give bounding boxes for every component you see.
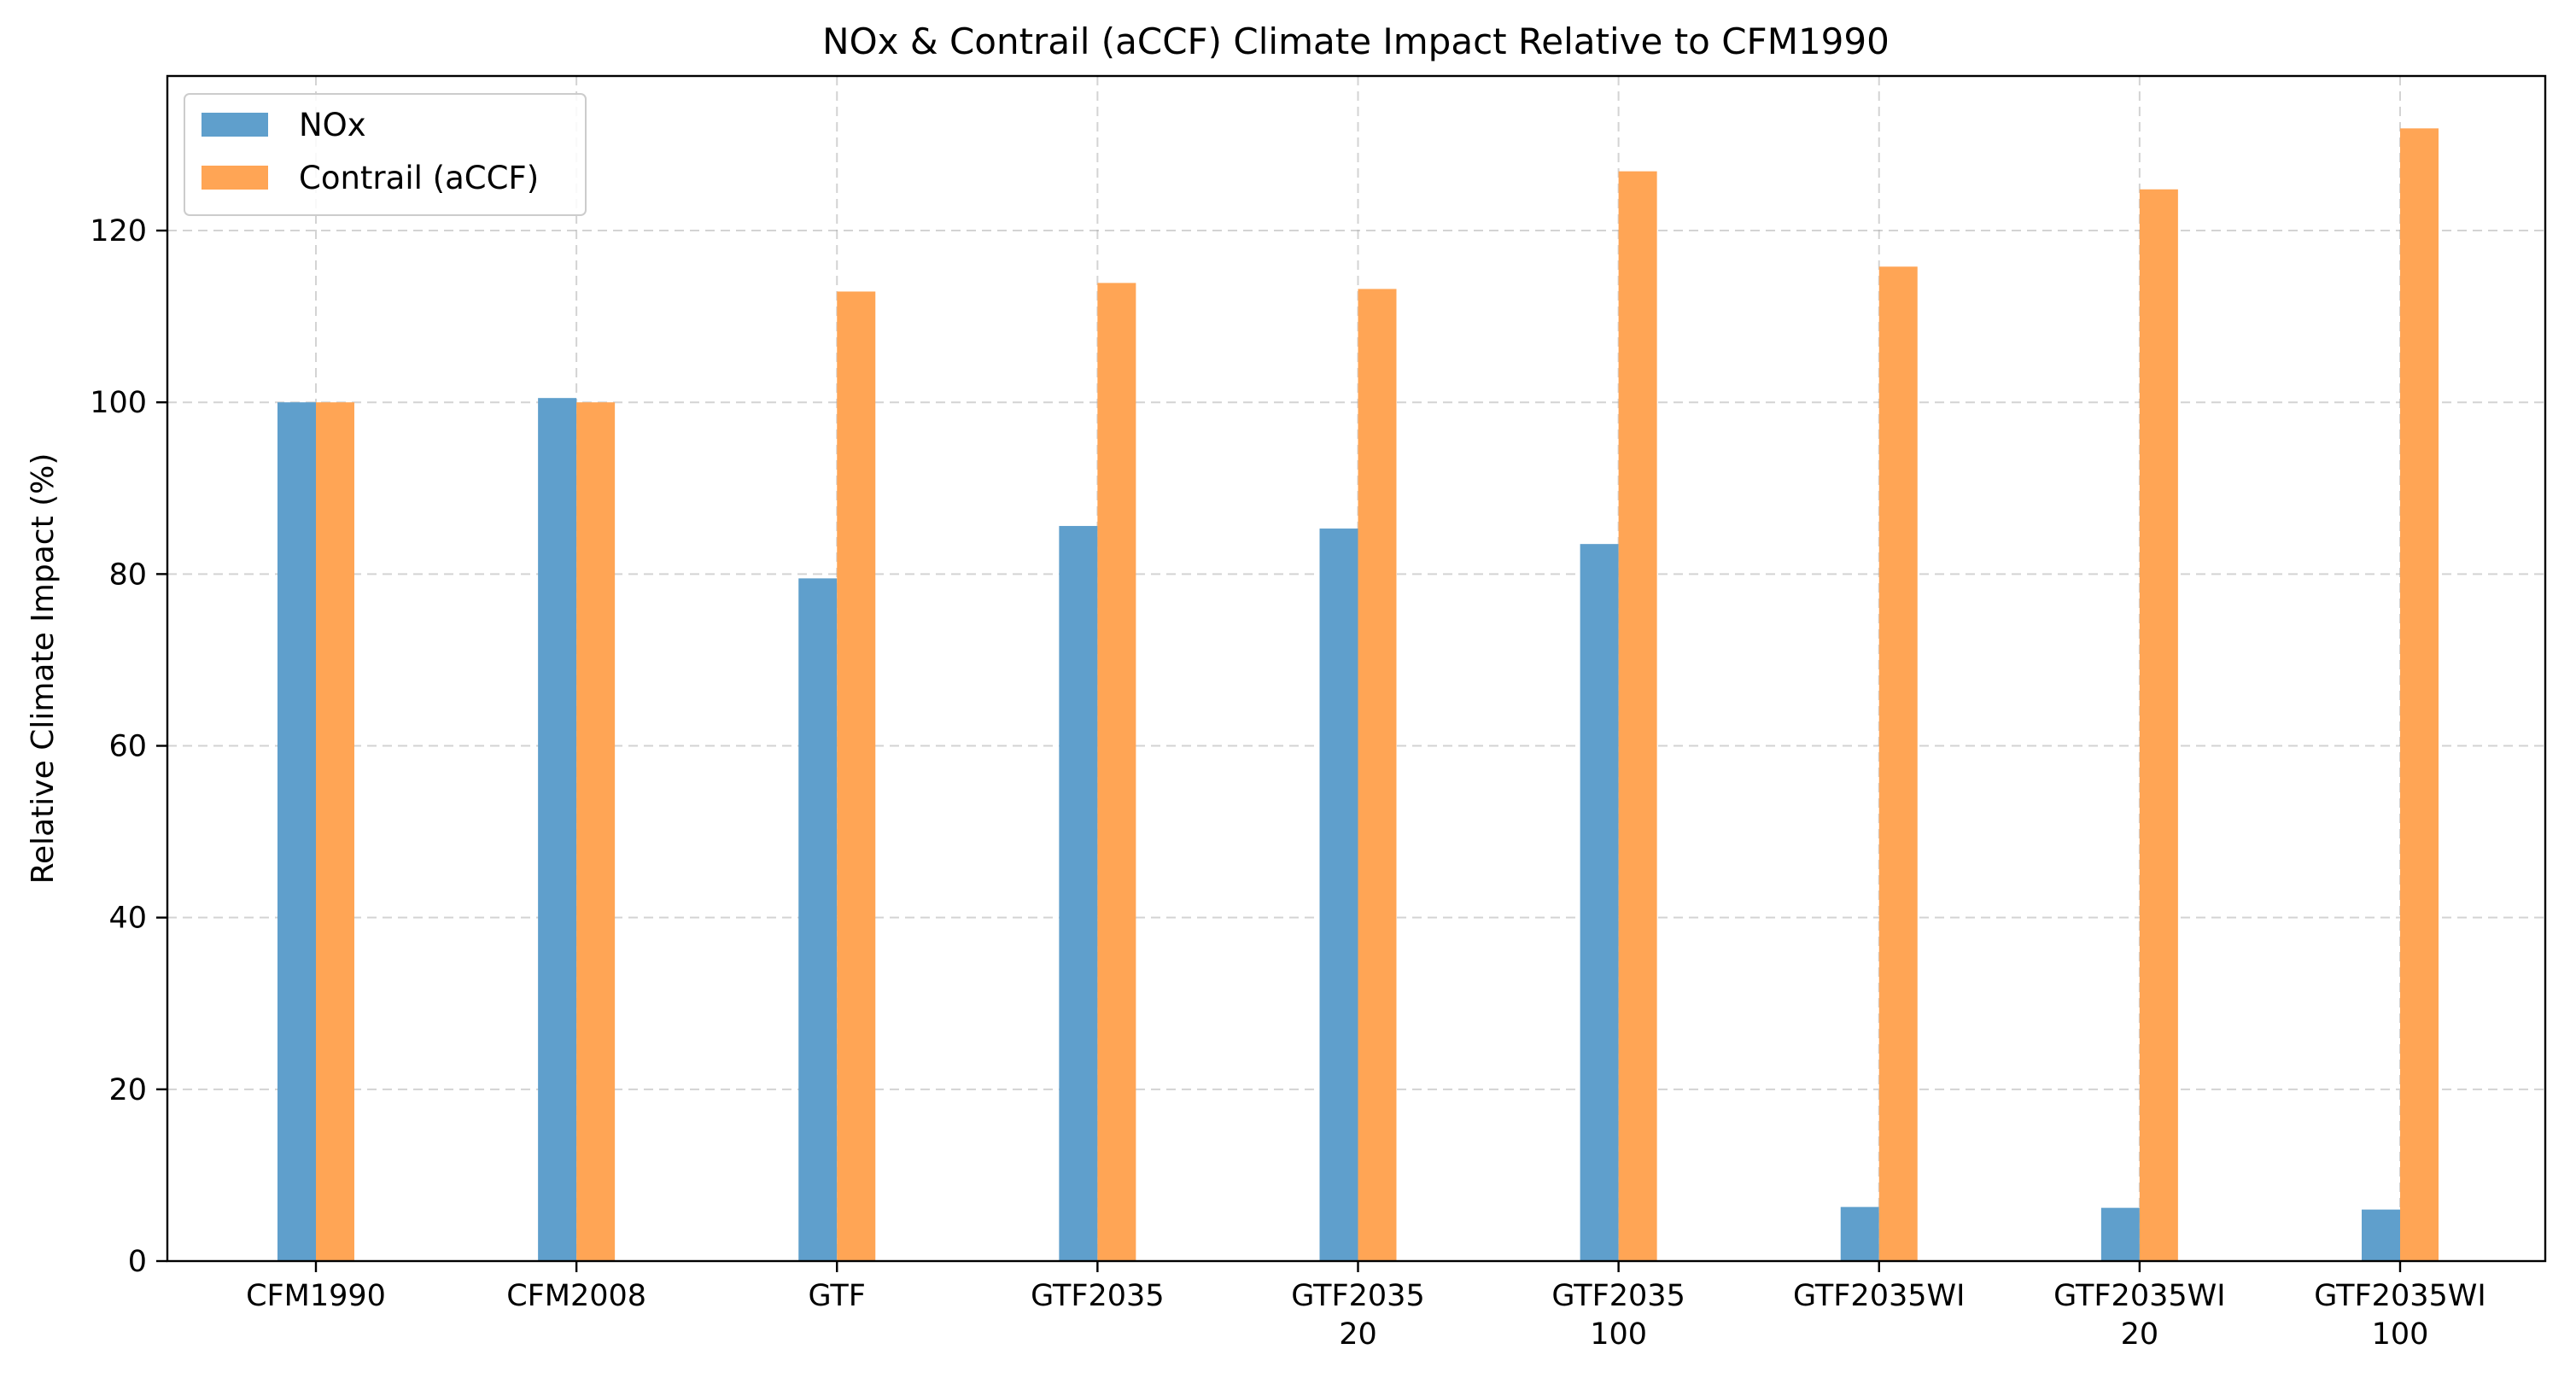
y-tick-label: 0 (128, 1245, 147, 1279)
y-tick-label: 120 (90, 214, 147, 248)
plot-frame (166, 74, 2547, 1263)
bar-nox (1580, 544, 1619, 1261)
bar-contrail (2400, 128, 2439, 1261)
legend: NOx Contrail (aCCF) (184, 93, 587, 216)
bar-contrail (1618, 171, 1657, 1262)
legend-swatch-nox (202, 113, 268, 137)
y-tick-label: 60 (108, 730, 147, 764)
y-tick-label: 80 (108, 558, 147, 592)
bar-contrail (837, 291, 876, 1261)
bars-layer (277, 128, 2439, 1262)
bar-contrail (1878, 266, 1918, 1261)
bar-contrail (2139, 189, 2178, 1261)
y-tick-label: 100 (90, 386, 147, 420)
bar-nox (538, 398, 577, 1261)
x-tick-label: GTF2035 (1031, 1279, 1164, 1313)
bar-nox (2362, 1209, 2400, 1261)
legend-label-nox: NOx (299, 107, 366, 143)
bar-contrail (1358, 289, 1397, 1261)
bar-nox (2100, 1207, 2140, 1261)
bar-nox (1319, 529, 1358, 1261)
legend-box (184, 93, 587, 216)
legend-label-contrail: Contrail (aCCF) (299, 160, 539, 196)
ticks-layer: 0 20 40 60 80 100 120 CFM1990 CFM2008 GTF GTF2035 G… (90, 214, 2486, 1352)
x-tick-label: GTF2035WI (1793, 1279, 1965, 1313)
x-tick-label: GTF (809, 1279, 866, 1313)
x-tick-label: GTF2035 20 (1291, 1279, 1424, 1352)
bar-contrail (316, 402, 354, 1262)
x-tick-label: GTF2035 100 (1551, 1279, 1685, 1352)
legend-swatch-contrail (202, 166, 268, 190)
x-tick-label: CFM2008 (506, 1279, 646, 1313)
bar-nox (1840, 1206, 1879, 1261)
x-tick-label: GTF2035WI 100 (2314, 1279, 2485, 1352)
bar-contrail (576, 402, 616, 1262)
y-axis-label: Relative Climate Impact (%) (26, 453, 61, 885)
chart-title: NOx & Contrail (aCCF) Climate Impact Rel… (822, 20, 1890, 62)
x-tick-label: GTF2035WI 20 (2053, 1279, 2225, 1352)
bar-nox (798, 578, 838, 1261)
y-tick-label: 40 (108, 902, 147, 936)
bar-nox (277, 402, 316, 1262)
bar-nox (1059, 526, 1098, 1261)
bar-contrail (1097, 283, 1136, 1261)
y-tick-label: 20 (108, 1073, 147, 1107)
x-tick-label: CFM1990 (246, 1279, 386, 1313)
